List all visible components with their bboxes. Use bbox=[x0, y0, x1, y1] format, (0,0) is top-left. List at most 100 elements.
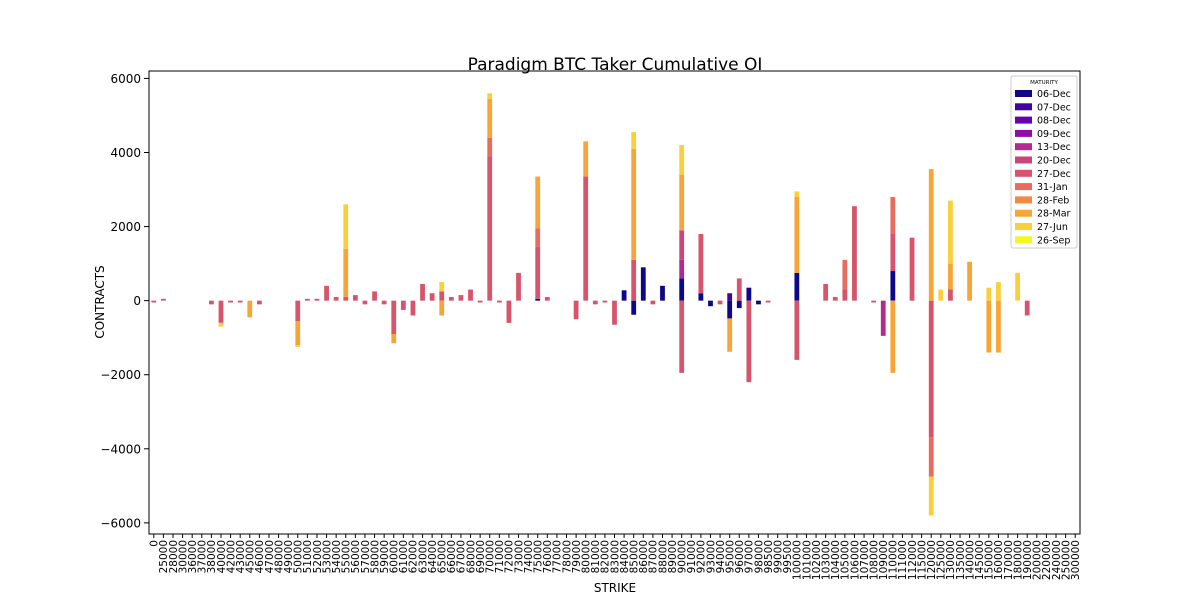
bar-60000-27-Dec bbox=[391, 300, 397, 334]
bar-55000-27-Jun bbox=[343, 204, 349, 249]
x-tick-label: 98000 bbox=[753, 540, 765, 573]
legend-swatch-28-Mar bbox=[1015, 209, 1032, 217]
bar-65000-28-Mar bbox=[439, 300, 445, 316]
legend-label-31-Jan: 31-Jan bbox=[1037, 182, 1068, 193]
bar-66000-27-Dec bbox=[448, 296, 454, 301]
bar-97000-27-Dec bbox=[746, 300, 752, 383]
bar-58000-27-Dec bbox=[372, 291, 377, 301]
bar-0-27-Dec bbox=[151, 300, 157, 303]
bar-100000-27-Dec bbox=[794, 300, 800, 360]
bar-70000-28-Mar bbox=[487, 98, 493, 138]
x-tick-label: 95000 bbox=[724, 540, 736, 573]
x-tick-label: 56000 bbox=[350, 540, 362, 573]
x-tick-label: 135000 bbox=[955, 540, 967, 580]
bar-59000-27-Dec bbox=[381, 300, 387, 305]
bar-65000-27-Jun bbox=[439, 282, 445, 292]
x-tick-label: 180000 bbox=[1012, 540, 1024, 580]
legend: MATURITY 06-Dec 07-Dec 08-Dec 09-Dec 13-Dec 20… bbox=[1010, 75, 1078, 249]
x-tick-label: 30000 bbox=[177, 540, 189, 573]
x-tick-label: 36000 bbox=[187, 540, 199, 573]
x-tick-label: 81000 bbox=[590, 540, 602, 573]
y-axis: −6000 −4000 −2000 0 2000 4000 6000 bbox=[100, 72, 149, 530]
bar-120000-31-Jan bbox=[928, 437, 934, 477]
x-tick-label: 58000 bbox=[369, 540, 381, 573]
y-tick-label: −4000 bbox=[100, 442, 141, 456]
bar-100000-06-Dec bbox=[794, 272, 800, 301]
bar-70000-27-Jun bbox=[487, 93, 493, 99]
bar-55000-28-Mar bbox=[343, 248, 349, 297]
x-tick-label: 109000 bbox=[878, 540, 890, 580]
legend-label-26-Sep: 26-Sep bbox=[1037, 235, 1070, 246]
x-tick-label: 101000 bbox=[801, 540, 813, 580]
x-tick-label: 115000 bbox=[916, 540, 928, 580]
bar-60000-28-Mar bbox=[391, 333, 397, 344]
bar-40000-27-Jun bbox=[218, 322, 224, 327]
bar-110000-28-Mar bbox=[890, 300, 896, 373]
bar-86000-06-Dec bbox=[640, 267, 646, 301]
x-tick-label: 78000 bbox=[561, 540, 573, 573]
x-tick-label: 130000 bbox=[945, 540, 957, 580]
bar-52000-27-Dec bbox=[314, 298, 320, 301]
bar-63000-27-Dec bbox=[420, 283, 425, 301]
x-tick-label: 47000 bbox=[264, 540, 276, 573]
bar-180000-27-Jun bbox=[1015, 272, 1021, 301]
bar-75000-06-Dec bbox=[535, 298, 541, 301]
bar-75000-31-Jan bbox=[535, 228, 541, 247]
legend-swatch-27-Jun bbox=[1015, 223, 1032, 230]
x-tick-label: 62000 bbox=[408, 540, 420, 573]
x-tick-label: 240000 bbox=[1051, 540, 1063, 580]
legend-swatch-26-Sep bbox=[1015, 236, 1032, 244]
x-tick-label: 92000 bbox=[696, 540, 708, 573]
bar-65000-27-Dec bbox=[439, 291, 445, 301]
bars-group bbox=[151, 93, 1030, 516]
bar-90000-20-Dec bbox=[679, 230, 685, 260]
bar-190000-27-Dec bbox=[1024, 300, 1030, 316]
y-tick-label: 2000 bbox=[110, 220, 141, 234]
bar-50000-28-Mar bbox=[295, 321, 301, 346]
bar-92000-27-Dec bbox=[698, 233, 704, 294]
bar-87000-27-Dec bbox=[650, 300, 656, 305]
legend-swatch-28-Feb bbox=[1015, 196, 1032, 204]
bar-160000-28-Mar bbox=[996, 300, 1001, 353]
bar-68000-27-Dec bbox=[468, 289, 473, 301]
bar-83000-27-Dec bbox=[612, 300, 617, 325]
legend-title: MATURITY bbox=[1030, 80, 1058, 86]
legend-label-27-Dec: 27-Dec bbox=[1037, 169, 1071, 180]
x-tick-label: 75000 bbox=[533, 540, 545, 573]
x-tick-label: 43000 bbox=[235, 540, 247, 573]
y-tick-label: 0 bbox=[133, 294, 141, 308]
bar-69000-27-Dec bbox=[477, 300, 483, 303]
x-tick-label: 79000 bbox=[571, 540, 583, 573]
bar-120000-27-Dec bbox=[928, 300, 934, 438]
x-tick-label: 125000 bbox=[936, 540, 948, 580]
bar-50000-27-Dec bbox=[295, 300, 301, 322]
bar-130000-27-Dec bbox=[948, 289, 953, 301]
x-tick-label: 49000 bbox=[283, 540, 295, 573]
bar-120000-27-Jun bbox=[928, 476, 934, 516]
x-tick-label: 70000 bbox=[485, 540, 497, 573]
bar-82000-27-Dec bbox=[602, 300, 608, 303]
x-tick-label: 250000 bbox=[1060, 540, 1072, 580]
legend-label-07-Dec: 07-Dec bbox=[1037, 102, 1071, 113]
bar-105000-31-Jan bbox=[842, 259, 848, 290]
x-tick-label: 60000 bbox=[389, 540, 401, 573]
legend-label-06-Dec: 06-Dec bbox=[1037, 89, 1071, 100]
bar-130000-28-Mar bbox=[948, 263, 953, 290]
x-tick-label: 94000 bbox=[715, 540, 727, 573]
bar-93000-06-Dec bbox=[708, 300, 713, 307]
x-tick-label: 42000 bbox=[225, 540, 237, 573]
bar-98000-06-Dec bbox=[756, 300, 761, 305]
bar-90000-27-Jun bbox=[679, 145, 685, 175]
bar-95000-06-Dec bbox=[727, 300, 733, 319]
legend-label-28-Feb: 28-Feb bbox=[1037, 195, 1069, 206]
bar-112000-27-Dec bbox=[909, 237, 915, 301]
x-tick-label: 55000 bbox=[341, 540, 353, 573]
bar-50000-27-Jun bbox=[295, 345, 301, 347]
bar-120000-28-Mar bbox=[928, 169, 934, 301]
x-tick-label: 103000 bbox=[820, 540, 832, 580]
x-tick-label: 300000 bbox=[1070, 540, 1082, 580]
legend-swatch-06-Dec bbox=[1015, 90, 1032, 97]
bar-61000-27-Dec bbox=[400, 300, 406, 310]
x-tick-label: 190000 bbox=[1022, 540, 1034, 580]
plot-frame bbox=[148, 70, 1081, 535]
